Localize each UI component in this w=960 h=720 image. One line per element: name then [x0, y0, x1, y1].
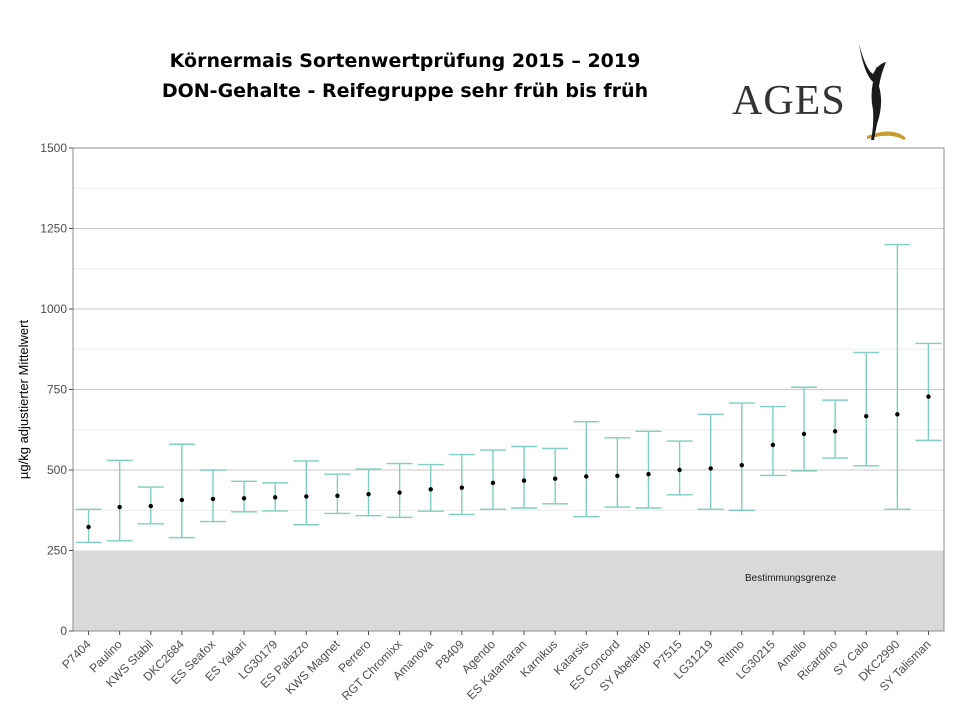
- y-tick-label: 0: [60, 624, 67, 638]
- y-tick-label: 250: [47, 544, 67, 558]
- errorbar-18: [635, 430, 662, 509]
- y-tick-label: 750: [47, 383, 67, 397]
- errorbar-19: [666, 440, 693, 496]
- mean-point: [521, 478, 527, 483]
- errorbar-9: [355, 468, 382, 517]
- mean-point: [459, 485, 465, 490]
- mean-point: [770, 442, 776, 448]
- mean-point: [864, 414, 869, 419]
- errorbar-8: [324, 473, 351, 515]
- mean-point: [428, 487, 433, 492]
- errorbar-2: [137, 486, 164, 525]
- mean-point: [272, 495, 278, 500]
- mean-point: [801, 431, 807, 437]
- mean-point: [490, 480, 496, 486]
- errorbar-15: [542, 447, 569, 505]
- mean-point: [117, 504, 122, 510]
- errorbar-1: [106, 459, 133, 542]
- errorbar-20: [697, 413, 724, 510]
- below-detection-shade: [73, 550, 944, 631]
- errorbar-23: [791, 386, 818, 472]
- mean-point: [677, 467, 682, 473]
- title-line-1: Körnermais Sortenwertprüfung 2015 – 2019: [169, 50, 641, 72]
- series-marks: [75, 243, 942, 544]
- errorbar-17: [604, 437, 631, 508]
- mean-point: [584, 474, 589, 479]
- errorbar-7: [293, 460, 320, 526]
- mean-point: [304, 494, 309, 499]
- y-tick-label: 500: [47, 463, 67, 477]
- y-tick-label: 1250: [40, 222, 67, 236]
- mean-point: [86, 524, 91, 530]
- mean-point: [646, 471, 651, 477]
- errorbar-11: [417, 463, 444, 512]
- mean-point: [926, 394, 931, 399]
- errorbar-22: [759, 405, 786, 477]
- errorbar-25: [853, 351, 880, 467]
- mean-point: [708, 466, 713, 471]
- y-tick-label: 1500: [40, 141, 67, 155]
- chart-title: Körnermais Sortenwertprüfung 2015 – 2019…: [100, 46, 710, 106]
- mean-point: [148, 503, 153, 509]
- mean-point: [739, 462, 745, 468]
- errorbar-0: [75, 508, 102, 544]
- logo-text: AGES: [732, 78, 846, 124]
- errorbar-4: [199, 469, 226, 523]
- mean-point: [397, 490, 402, 495]
- mean-point: [335, 493, 340, 498]
- mean-point: [210, 496, 216, 502]
- mean-point: [615, 473, 620, 478]
- errorbar-10: [386, 462, 413, 519]
- detection-limit-label: Bestimmungsgrenze: [745, 573, 837, 584]
- mean-point: [552, 476, 558, 481]
- y-tick-label: 1000: [40, 302, 67, 316]
- mean-point: [241, 496, 247, 501]
- ages-logo: AGES: [732, 44, 906, 140]
- mean-point: [366, 491, 371, 497]
- title-line-2: DON-Gehalte - Reifegruppe sehr früh bis …: [161, 80, 649, 102]
- errorbar-27: [915, 342, 942, 442]
- grid-lines: [72, 147, 945, 632]
- errorbar-24: [822, 399, 849, 459]
- errorbar-3: [168, 443, 195, 539]
- mean-point: [179, 497, 185, 503]
- mean-point: [895, 412, 900, 417]
- y-axis: 0 250 500 750 1000 1250 1500: [40, 141, 73, 638]
- errorbar-14: [511, 445, 538, 509]
- logo-head: [875, 66, 883, 74]
- errorbar-13: [479, 449, 506, 510]
- mean-point: [832, 429, 838, 434]
- y-axis-label: µg/kg adjustierter Mittelwert: [16, 320, 31, 480]
- errorbar-6: [262, 482, 289, 512]
- errorbar-5: [231, 480, 258, 513]
- errorbar-26: [884, 243, 911, 510]
- errorbar-12: [448, 453, 475, 516]
- errorbar-21: [728, 402, 755, 511]
- errorbar-16: [573, 421, 600, 518]
- logo-swoosh: [867, 131, 906, 140]
